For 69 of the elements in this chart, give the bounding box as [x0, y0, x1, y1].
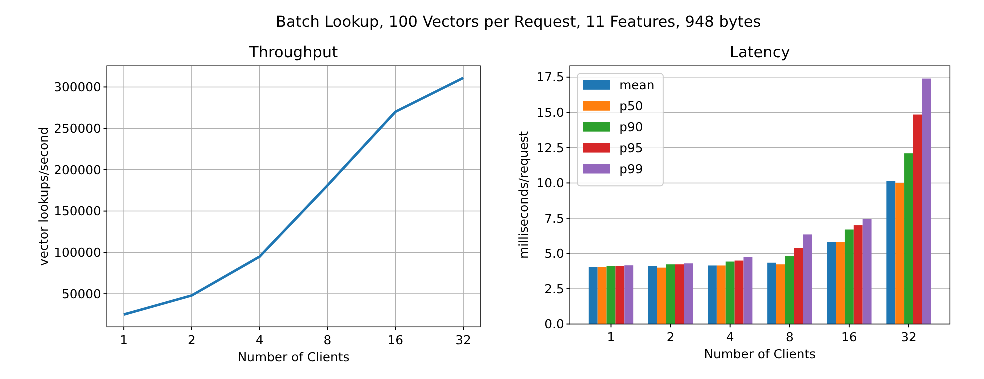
chart-title: Latency [730, 44, 790, 62]
bar [716, 266, 726, 324]
bar [684, 264, 694, 324]
legend-label: p99 [620, 162, 644, 176]
bar [744, 257, 753, 324]
bar [854, 226, 863, 324]
y-tick-label: 7.5 [544, 212, 564, 226]
bar [675, 264, 684, 324]
bar [803, 234, 812, 324]
x-tick-label: 1 [120, 333, 128, 348]
bar [776, 264, 786, 324]
chart-title: Throughput [248, 44, 338, 62]
y-tick-label: 50000 [62, 287, 102, 302]
y-tick-label: 250000 [54, 122, 102, 136]
bar [785, 256, 794, 324]
bar [827, 242, 836, 324]
y-axis-title: milliseconds/request [517, 131, 532, 259]
x-tick-label: 4 [726, 330, 734, 344]
bar [708, 266, 717, 324]
bar [657, 268, 666, 324]
legend-label: p50 [620, 99, 644, 114]
y-tick-label: 10.0 [536, 176, 564, 191]
x-axis-title: Number of Clients [238, 350, 350, 364]
bar [606, 266, 616, 324]
x-axis-title: Number of Clients [704, 348, 816, 362]
x-tick-label: 16 [842, 330, 858, 344]
bar [726, 262, 735, 324]
bar [666, 264, 676, 324]
y-tick-label: 2.5 [544, 282, 564, 296]
bar [896, 183, 905, 324]
x-tick-label: 32 [901, 330, 917, 344]
bar [734, 260, 744, 324]
bar [922, 78, 932, 324]
x-tick-label: 8 [324, 333, 332, 348]
bar [904, 154, 914, 324]
line-series [122, 76, 465, 316]
y-tick-label: 100000 [54, 246, 102, 260]
bar [648, 266, 658, 324]
x-tick-label: 8 [786, 330, 794, 344]
bar [886, 181, 896, 324]
x-tick-label: 2 [666, 330, 675, 344]
y-axis-title: vector lookups/second [37, 127, 52, 266]
bar [913, 114, 922, 324]
x-tick-label: 4 [256, 333, 264, 348]
legend-label: mean [620, 78, 655, 92]
y-tick-label: 200000 [54, 163, 102, 178]
bar [624, 266, 634, 324]
legend-label: p90 [620, 120, 644, 134]
bar [836, 242, 845, 324]
y-tick-label: 17.5 [536, 70, 564, 85]
y-tick-label: 150000 [54, 204, 102, 219]
bar [844, 230, 854, 324]
y-tick-label: 5.0 [544, 247, 564, 262]
y-tick-label: 0.0 [544, 318, 564, 332]
bar [768, 262, 776, 324]
x-tick-label: 32 [456, 333, 472, 348]
bar [794, 248, 804, 324]
legend-label: p95 [620, 141, 644, 156]
bar [598, 267, 607, 324]
text: Batch Lookup, 100 Vectors per Request, 11 Features, 948 bytes [276, 13, 762, 32]
bar [616, 266, 625, 324]
x-tick-label: 16 [388, 333, 404, 348]
x-tick-label: 2 [188, 333, 196, 348]
x-tick-label: 1 [607, 330, 616, 344]
bar [588, 267, 598, 324]
y-tick-label: 12.5 [536, 141, 564, 156]
y-tick-label: 300000 [54, 80, 102, 95]
bar [862, 219, 872, 324]
y-tick-label: 15.0 [536, 106, 564, 120]
